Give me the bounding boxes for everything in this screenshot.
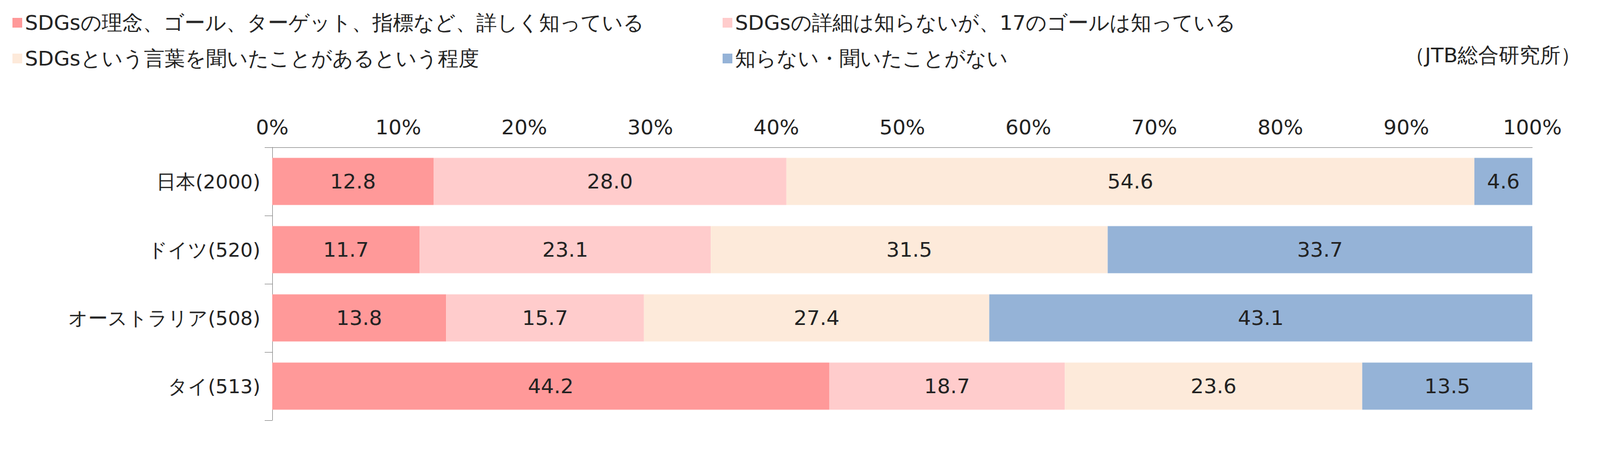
svg-text:40%: 40% (753, 115, 799, 140)
svg-text:SDGsの詳細は知らないが、17のゴールは知っている: SDGsの詳細は知らないが、17のゴールは知っている (735, 10, 1236, 35)
svg-text:11.7: 11.7 (323, 237, 370, 262)
svg-text:13.5: 13.5 (1424, 374, 1471, 398)
svg-text:31.5: 31.5 (886, 237, 933, 262)
svg-text:15.7: 15.7 (522, 305, 569, 330)
svg-text:ドイツ(520): ドイツ(520) (147, 238, 261, 261)
svg-text:27.4: 27.4 (793, 305, 840, 330)
svg-text:20%: 20% (501, 115, 547, 140)
svg-text:60%: 60% (1005, 115, 1052, 140)
svg-text:13.8: 13.8 (336, 305, 383, 330)
svg-text:54.6: 54.6 (1107, 169, 1154, 194)
svg-text:44.2: 44.2 (527, 374, 574, 398)
svg-text:50%: 50% (879, 115, 926, 140)
svg-text:0%: 0% (256, 115, 289, 140)
svg-text:43.1: 43.1 (1237, 305, 1284, 330)
svg-text:SDGsの理念、ゴール、ターゲット、指標など、詳しく知ってい: SDGsの理念、ゴール、ターゲット、指標など、詳しく知っている (24, 10, 645, 35)
svg-text:知らない・聞いたことがない: 知らない・聞いたことがない (735, 46, 1008, 71)
svg-text:70%: 70% (1131, 115, 1177, 140)
svg-text:日本(2000): 日本(2000) (156, 170, 261, 193)
svg-text:12.8: 12.8 (330, 169, 377, 194)
svg-text:23.6: 23.6 (1190, 374, 1237, 398)
svg-text:SDGsという言葉を聞いたことがあるという程度: SDGsという言葉を聞いたことがあるという程度 (24, 46, 480, 71)
svg-text:28.0: 28.0 (587, 169, 634, 194)
svg-text:10%: 10% (375, 115, 422, 140)
svg-text:（JTB総合研究所）: （JTB総合研究所） (1404, 43, 1582, 68)
svg-text:オーストラリア(508): オーストラリア(508) (68, 306, 261, 330)
svg-text:90%: 90% (1383, 115, 1429, 140)
svg-text:30%: 30% (627, 115, 673, 140)
svg-text:23.1: 23.1 (542, 237, 589, 262)
svg-text:4.6: 4.6 (1486, 169, 1520, 194)
svg-text:100%: 100% (1503, 115, 1563, 140)
svg-text:80%: 80% (1257, 115, 1303, 140)
svg-text:33.7: 33.7 (1296, 237, 1343, 262)
svg-text:タイ(513): タイ(513) (167, 375, 261, 398)
svg-text:18.7: 18.7 (923, 374, 970, 398)
